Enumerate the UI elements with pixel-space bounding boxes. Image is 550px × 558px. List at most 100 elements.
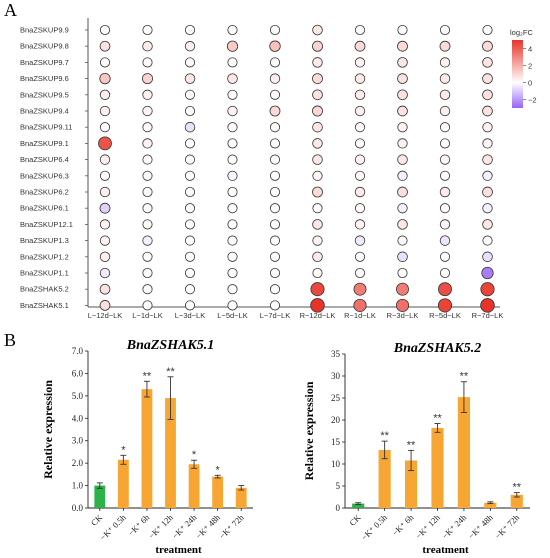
heatmap-cell (142, 57, 153, 68)
heatmap-cell (227, 105, 238, 117)
bar-chart-x-tick-label: −K⁺ 0.5h (98, 512, 129, 543)
heatmap-cell (99, 89, 111, 100)
heatmap-cell (482, 219, 493, 230)
heatmap-row-label: BnaZSKUP9.1 (20, 139, 69, 148)
heatmap-cell (482, 138, 493, 149)
heatmap-cell (269, 40, 281, 52)
heatmap-cell (439, 73, 451, 84)
heatmap-cell (439, 24, 451, 36)
bar-chart-y-tick-label: 1.0 (72, 481, 84, 491)
heatmap-cell (227, 154, 238, 165)
heatmap-cell (269, 89, 281, 100)
heatmap-cell (142, 203, 153, 214)
heatmap-cell (397, 122, 408, 133)
legend-title: log₂FC (510, 28, 534, 37)
heatmap-cell (482, 122, 493, 133)
panel-a-letter: A (4, 0, 17, 20)
heatmap-cell (354, 170, 366, 181)
heatmap-cell (437, 298, 453, 313)
heatmap-cell (227, 267, 238, 279)
heatmap-cell (142, 284, 153, 295)
heatmap-cell (269, 73, 281, 84)
heatmap-cell (482, 40, 493, 52)
heatmap-column-label: L−12d−LK (88, 311, 123, 320)
heatmap-cell (227, 235, 238, 246)
bar-chart-x-tick-label: −K⁺ 12h (413, 512, 442, 541)
bar-chart-y-tick-label: 30 (331, 371, 341, 381)
significance-marker: ** (513, 482, 522, 494)
heatmap-cell (482, 73, 493, 84)
bar (165, 398, 176, 508)
heatmap-cell (312, 138, 323, 149)
heatmap-row-label: BnaZSKUP6.1 (20, 204, 69, 213)
heatmap-cell (354, 40, 366, 52)
heatmap-cell (397, 138, 408, 149)
bar-chart-y-tick-label: 20 (331, 415, 341, 425)
heatmap-cell (142, 267, 153, 279)
heatmap-cell (99, 267, 111, 279)
bar-chart-y-tick-label: 35 (331, 349, 341, 359)
bar (457, 397, 471, 508)
heatmap-cell (354, 219, 366, 230)
bar-chart-title: BnaZSHAK5.2 (393, 341, 482, 356)
heatmap-cell (312, 73, 323, 85)
heatmap-row-label: BnaZSKUP6.4 (20, 155, 69, 164)
heatmap-column-label: R−12d−LK (300, 311, 336, 320)
heatmap-cell (142, 154, 153, 165)
significance-marker: ** (143, 370, 152, 382)
heatmap-cell (142, 251, 153, 262)
heatmap-cell (99, 105, 111, 117)
heatmap-column-label: L−3d−LK (175, 311, 205, 320)
heatmap-cell (439, 105, 451, 117)
heatmap-cell (269, 203, 281, 214)
bar-chart-y-tick-label: 25 (331, 393, 341, 403)
heatmap-cell (439, 235, 451, 246)
heatmap-cell (482, 57, 493, 68)
heatmap-cell (397, 186, 408, 198)
heatmap-cell (184, 235, 196, 246)
heatmap-cell (397, 235, 408, 246)
heatmap-cell (354, 122, 366, 133)
heatmap-cell (482, 251, 493, 263)
legend-colorbar (512, 40, 523, 108)
significance-marker: ** (460, 371, 469, 383)
bar (484, 502, 497, 508)
heatmap-row-label: BnaZSKUP1.2 (20, 252, 69, 261)
heatmap-cell (354, 105, 366, 117)
bar-chart-y-tick-label: 4.0 (72, 413, 84, 423)
legend-tick-label: 0 (528, 79, 532, 88)
bar-chart-x-tick-label: CK (89, 512, 105, 528)
heatmap-cell (397, 170, 408, 181)
heatmap-cell (99, 283, 111, 295)
heatmap-cell (99, 202, 111, 214)
heatmap-cell (312, 235, 323, 246)
heatmap-cell (142, 40, 153, 52)
heatmap-cell (354, 203, 366, 214)
heatmap-cell (184, 300, 196, 311)
bar-chart-x-tick-label: −K⁺ 72h (217, 512, 246, 541)
bar (235, 487, 247, 508)
heatmap-cell (310, 298, 325, 313)
heatmap-cell (142, 138, 153, 149)
heatmap-cell (439, 251, 451, 262)
heatmap-cell (184, 73, 196, 84)
heatmap-cell (269, 219, 281, 230)
heatmap-cell (354, 154, 366, 165)
heatmap-cell (269, 57, 281, 68)
bar-chart-y-tick-label: 10 (331, 459, 341, 469)
heatmap-cell (397, 267, 408, 279)
heatmap-column-label: L−1d−LK (132, 311, 162, 320)
heatmap-cell (312, 154, 323, 165)
heatmap-cell (269, 170, 281, 181)
bar (510, 494, 523, 508)
heatmap-cell (269, 235, 281, 246)
heatmap-column-label: L−5d−LK (217, 311, 247, 320)
bar-chart-x-label: treatment (422, 544, 469, 556)
heatmap-cell (269, 186, 281, 198)
heatmap-cell (184, 121, 196, 133)
heatmap-cell (312, 105, 323, 117)
heatmap-cell (482, 186, 493, 198)
significance-marker: ** (166, 366, 175, 378)
bar-chart-x-tick-label: −K⁺ 24h (170, 512, 199, 541)
heatmap-row-label: BnaZSKUP9.8 (20, 42, 69, 51)
